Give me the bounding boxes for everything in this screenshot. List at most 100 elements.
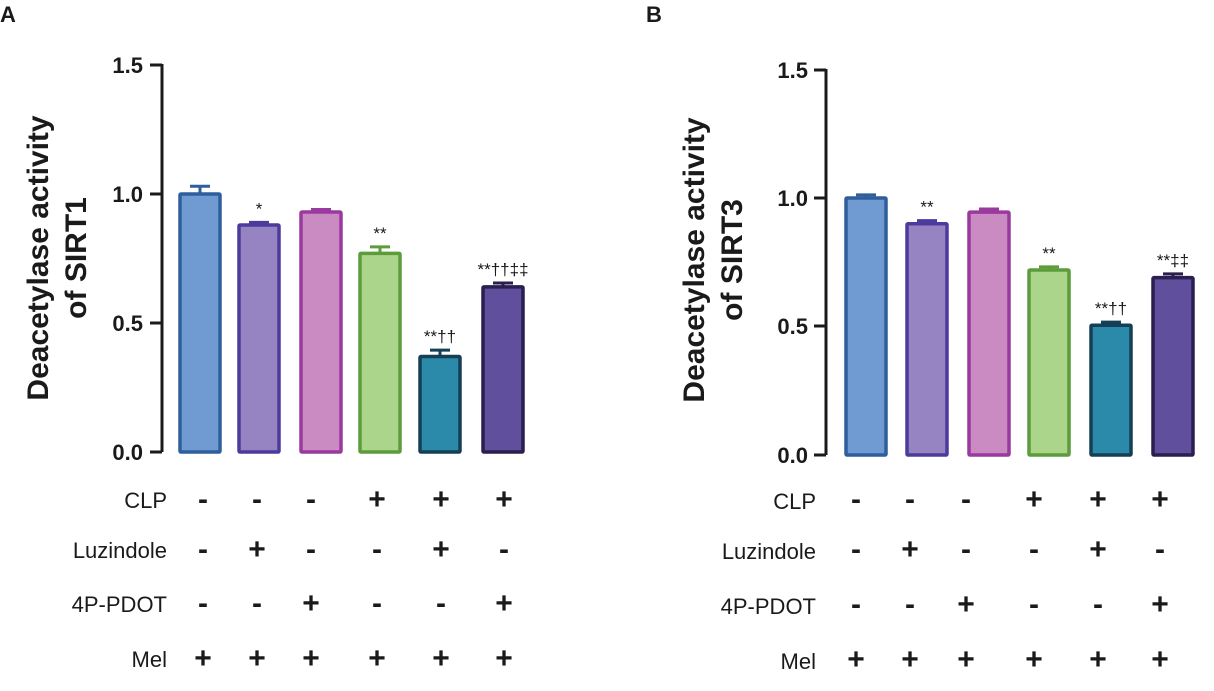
- bar: [1027, 268, 1071, 457]
- bar: [967, 210, 1011, 457]
- y-tick-label: 0.5: [777, 314, 808, 339]
- condition-row-4p-pdot: 4P-PDOT - - + - - +: [721, 588, 1169, 621]
- y-tick-label: 1.0: [112, 182, 143, 207]
- sign: +: [302, 587, 320, 620]
- error-bar: [856, 193, 876, 198]
- sign: +: [957, 588, 975, 621]
- sign: -: [961, 483, 971, 516]
- y-ticks: 0.0 0.5 1.0 1.5: [112, 53, 162, 465]
- bar: [905, 221, 949, 457]
- y-axis-label-line2: of SIRT3: [716, 199, 749, 321]
- sign: -: [252, 483, 262, 516]
- error-bar: [311, 207, 331, 213]
- sign: -: [198, 587, 208, 620]
- row-label: Luzindole: [73, 538, 167, 563]
- sign: -: [198, 483, 208, 516]
- y-axis-label-a: Deacetylase activity of SIRT1: [22, 115, 93, 401]
- bars: [178, 192, 525, 454]
- sign: +: [1089, 483, 1107, 516]
- y-tick-label: 1.5: [112, 53, 143, 78]
- sign: +: [1151, 483, 1169, 516]
- sign: +: [495, 483, 513, 516]
- panel-b: B Deacetylase activity of SIRT3 0.0 0.5 …: [646, 2, 1195, 676]
- sign: -: [1029, 588, 1039, 621]
- row-label: CLP: [124, 488, 167, 513]
- y-ticks: 0.0 0.5 1.0 1.5: [777, 58, 826, 468]
- sign: +: [432, 533, 450, 566]
- bar: [844, 196, 888, 457]
- y-axis-label-line2: of SIRT1: [60, 197, 93, 319]
- condition-row-clp: CLP - - - + + +: [773, 483, 1169, 516]
- y-axis-label-line1: Deacetylase activity: [678, 117, 711, 403]
- sign: -: [1155, 533, 1165, 566]
- y-axis-label-b: Deacetylase activity of SIRT3: [678, 117, 749, 403]
- panel-letter-a: A: [0, 2, 16, 27]
- condition-row-4p-pdot: 4P-PDOT - - + - - +: [72, 587, 513, 620]
- significance-label: **††: [424, 327, 456, 346]
- sign: -: [961, 533, 971, 566]
- bar: [178, 192, 222, 454]
- row-label: Mel: [132, 647, 167, 672]
- condition-table-a: CLP - - - + + + Luzindole - + - - + -: [72, 483, 513, 675]
- significance-label: **††‡‡: [477, 260, 528, 279]
- sign: -: [252, 587, 262, 620]
- sign: -: [436, 587, 446, 620]
- sign: +: [194, 642, 212, 675]
- sign: +: [368, 642, 386, 675]
- significance-label: **‡‡: [1157, 251, 1189, 270]
- condition-row-luzindole: Luzindole - + - - + -: [73, 533, 509, 566]
- error-bar: [190, 184, 210, 194]
- sign: +: [1151, 588, 1169, 621]
- error-bar: [1101, 320, 1121, 326]
- significance-labels: * ** **†† **††‡‡: [256, 199, 529, 346]
- y-tick-label: 1.5: [777, 58, 808, 83]
- error-bar: [370, 245, 390, 254]
- significance-label: **: [920, 198, 934, 217]
- bar: [418, 354, 462, 454]
- bar: [1089, 323, 1133, 457]
- error-bar: [430, 348, 450, 357]
- y-tick-label: 1.0: [777, 186, 808, 211]
- y-tick-label: 0.0: [112, 440, 143, 465]
- sign: +: [302, 642, 320, 675]
- bar: [1151, 275, 1195, 457]
- bars: [844, 196, 1195, 457]
- sign: -: [1093, 588, 1103, 621]
- row-label: 4P-PDOT: [721, 594, 816, 619]
- y-tick-label: 0.0: [777, 443, 808, 468]
- bar: [358, 251, 402, 454]
- sign: +: [847, 643, 865, 676]
- bar: [299, 210, 343, 454]
- error-bars: [856, 193, 1183, 326]
- panel-letter-b: B: [646, 2, 662, 27]
- condition-row-mel: Mel + + + + + +: [132, 642, 513, 675]
- sign: +: [1025, 643, 1043, 676]
- sign: +: [368, 483, 386, 516]
- error-bar: [249, 220, 269, 225]
- sign: +: [1089, 533, 1107, 566]
- sign: -: [306, 533, 316, 566]
- error-bar: [979, 207, 999, 213]
- bar: [237, 223, 281, 454]
- significance-label: **: [1042, 244, 1056, 263]
- sign: +: [901, 533, 919, 566]
- significance-label: *: [256, 199, 263, 218]
- sign: -: [306, 483, 316, 516]
- sign: -: [851, 588, 861, 621]
- row-label: CLP: [773, 489, 816, 514]
- row-label: Luzindole: [722, 539, 816, 564]
- row-label: 4P-PDOT: [72, 592, 167, 617]
- bar: [481, 285, 525, 454]
- sign: +: [432, 642, 450, 675]
- significance-labels: ** ** **†† **‡‡: [920, 198, 1189, 319]
- sign: +: [248, 642, 266, 675]
- error-bar: [1163, 272, 1183, 278]
- sign: -: [851, 483, 861, 516]
- sign: -: [372, 533, 382, 566]
- sign: -: [372, 587, 382, 620]
- significance-label: **: [373, 224, 387, 243]
- sign: -: [1029, 533, 1039, 566]
- sign: +: [1089, 643, 1107, 676]
- sign: -: [851, 533, 861, 566]
